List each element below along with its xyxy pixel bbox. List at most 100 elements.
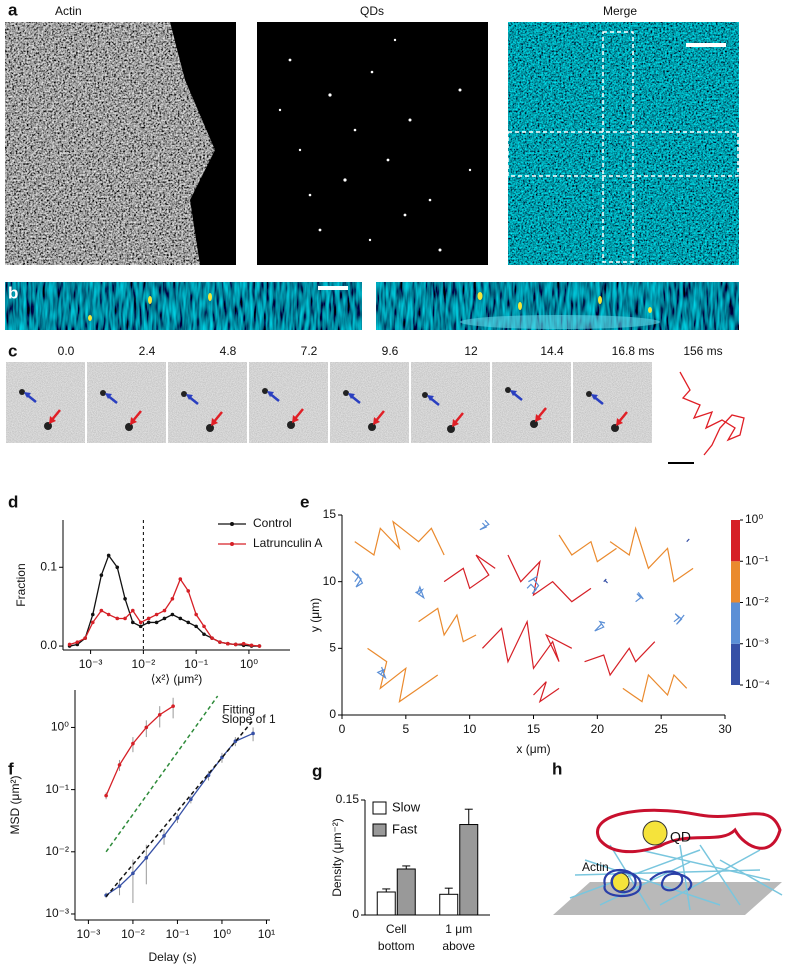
x-tick-label: 10⁻²: [121, 927, 145, 941]
data-point: [144, 725, 149, 730]
data-point: [83, 636, 87, 640]
x-axis-label: Delay (s): [148, 950, 196, 964]
data-point: [130, 608, 135, 613]
colorbar-band: [731, 520, 740, 562]
trajectory: [673, 613, 685, 625]
series-line: [105, 695, 219, 853]
data-point: [115, 616, 120, 621]
legend-label: Latrunculin A: [253, 536, 322, 550]
frame-time: 16.8 ms: [612, 344, 655, 358]
trajectory: [507, 554, 592, 603]
x-tick-label: 25: [654, 722, 668, 736]
data-point: [106, 612, 111, 617]
data-point: [202, 624, 206, 629]
data-point: [67, 642, 72, 647]
colorbar-label: 10⁻²: [745, 595, 769, 609]
data-point: [257, 644, 262, 648]
data-point: [138, 620, 143, 625]
data-point: [146, 620, 151, 625]
data-point: [146, 616, 151, 621]
image-background: [170, 22, 236, 265]
data-point: [241, 641, 246, 646]
trajectory: [584, 641, 656, 677]
data-point: [90, 620, 95, 625]
x-tick-label: 10⁻³: [77, 927, 101, 941]
qd-image: [257, 22, 488, 265]
x-tick-label: 15: [527, 722, 541, 736]
trajectory: [481, 619, 573, 670]
y-tick-label: 10⁰: [51, 720, 69, 734]
colorbar-band: [731, 602, 740, 644]
data-point: [170, 612, 175, 617]
panel-label: d: [8, 492, 18, 511]
data-point: [99, 573, 104, 577]
trajectory: [414, 585, 425, 600]
roi-lines: [507, 31, 739, 263]
bar: [376, 891, 396, 916]
x-tick-label: 10⁻¹: [184, 657, 208, 671]
bar: [459, 824, 479, 916]
data-point: [138, 624, 143, 629]
annotation: Fitting: [222, 703, 255, 717]
trajectory: [479, 519, 490, 531]
y-tick-label: 10⁻²: [45, 844, 69, 858]
data-point: [117, 884, 122, 888]
data-point: [210, 636, 214, 640]
legend-marker: [230, 522, 234, 526]
data-point: [123, 596, 127, 601]
data-point: [154, 620, 159, 625]
data-point: [178, 616, 183, 621]
cell-body: [460, 315, 660, 329]
track-trace: [679, 371, 745, 456]
data-point: [162, 608, 167, 613]
diagram: QD Actin: [553, 808, 783, 915]
trajectory: [558, 534, 617, 563]
data-point: [157, 712, 162, 717]
trajectory: [367, 647, 439, 704]
y-tick-label: 0.1: [40, 559, 57, 573]
frame-time: 14.4: [540, 344, 564, 358]
category-label: 1 μm: [445, 922, 472, 936]
data-point: [123, 616, 127, 621]
x-tick-label: 10⁻¹: [166, 927, 190, 941]
colorbar-band: [731, 643, 740, 685]
x-tick-label: 10⁻²: [132, 657, 156, 671]
trajectory: [686, 538, 690, 543]
data-point: [249, 643, 254, 648]
track-time: 156 ms: [683, 344, 722, 358]
y-tick-label: 10⁻¹: [45, 782, 69, 796]
frame-time: 12: [464, 344, 478, 358]
y-tick-label: 10: [323, 574, 337, 588]
y-tick-label: 0.0: [40, 638, 57, 652]
data-point: [117, 763, 122, 767]
category-label: bottom: [378, 939, 415, 953]
y-tick-label: 0.15: [336, 792, 360, 806]
data-point: [90, 612, 95, 617]
xz-image: [5, 282, 362, 330]
y-tick-label: 0: [352, 907, 359, 921]
y-axis-label: y (μm): [308, 598, 322, 632]
panel-label: c: [8, 341, 17, 360]
merge-image: [508, 22, 739, 265]
panel-label: a: [8, 0, 18, 19]
data-point: [251, 731, 255, 736]
trajectory: [622, 673, 688, 703]
y-tick-label: 15: [323, 507, 337, 521]
bar: [439, 893, 459, 916]
x-axis-label: ⟨x²⟩ (μm²): [151, 672, 203, 686]
image-title: Actin: [55, 4, 82, 18]
legend-label: Slow: [392, 799, 421, 814]
colorbar-label: 10⁰: [745, 512, 763, 526]
trajectory: [354, 520, 445, 556]
x-tick-label: 0: [339, 722, 346, 736]
legend-swatch: [372, 801, 387, 815]
series-line: [69, 554, 260, 647]
data-point: [144, 856, 149, 860]
data-point: [171, 704, 175, 708]
colorbar-label: 10⁻¹: [745, 553, 769, 567]
data-point: [131, 871, 135, 876]
data-point: [104, 793, 108, 798]
y-tick-label: 0: [329, 707, 336, 721]
data-point: [186, 620, 191, 625]
